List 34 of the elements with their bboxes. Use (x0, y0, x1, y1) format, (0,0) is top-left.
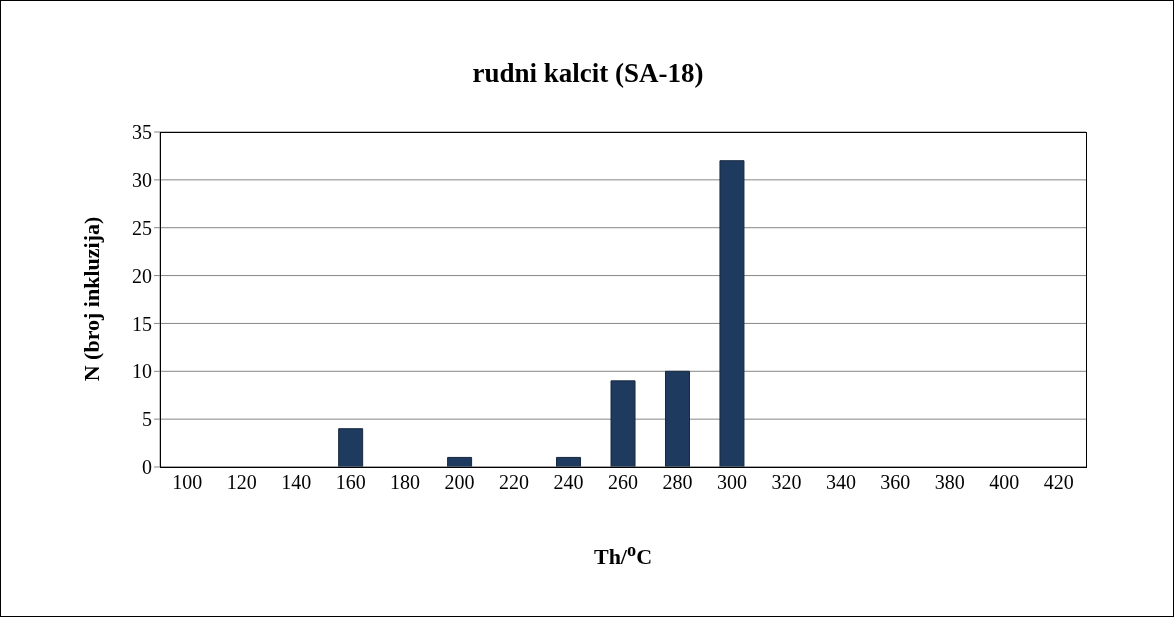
x-tick-label: 220 (499, 471, 530, 494)
x-tick-label: 360 (880, 471, 911, 494)
x-tick-label: 160 (335, 471, 366, 494)
y-tick-label: 0 (142, 456, 152, 479)
x-tick-label: 400 (989, 471, 1020, 494)
x-tick-label: 180 (390, 471, 421, 494)
x-tick-label: 240 (553, 471, 584, 494)
x-tick-label: 120 (226, 471, 257, 494)
y-tick-label: 20 (132, 264, 152, 287)
y-tick-label: 25 (132, 216, 152, 239)
bar (338, 428, 364, 467)
bar (664, 370, 690, 467)
x-tick-label: 380 (934, 471, 965, 494)
x-tick-label: 340 (825, 471, 856, 494)
x-tick-label: 420 (1043, 471, 1074, 494)
bar (719, 160, 745, 467)
x-tick-label: 300 (716, 471, 747, 494)
x-tick-label: 200 (444, 471, 475, 494)
y-tick-label: 30 (132, 168, 152, 191)
y-tick-label: 10 (132, 360, 152, 383)
x-tick-label: 140 (281, 471, 312, 494)
y-tick-label: 35 (132, 121, 152, 144)
bar (610, 380, 636, 467)
bar (447, 456, 473, 467)
x-tick-label: 280 (662, 471, 693, 494)
y-tick-label: 5 (142, 408, 152, 431)
y-tick-label: 15 (132, 312, 152, 335)
bar (556, 456, 582, 467)
y-axis-title: N (broj inkluzija) (79, 215, 105, 383)
chart-title: rudni kalcit (SA-18) (471, 58, 705, 89)
x-tick-label: 260 (608, 471, 638, 494)
x-tick-label: 320 (771, 471, 802, 494)
x-axis-title: Th/$^{o}$C (592, 540, 654, 571)
x-tick-label: 100 (172, 471, 203, 494)
